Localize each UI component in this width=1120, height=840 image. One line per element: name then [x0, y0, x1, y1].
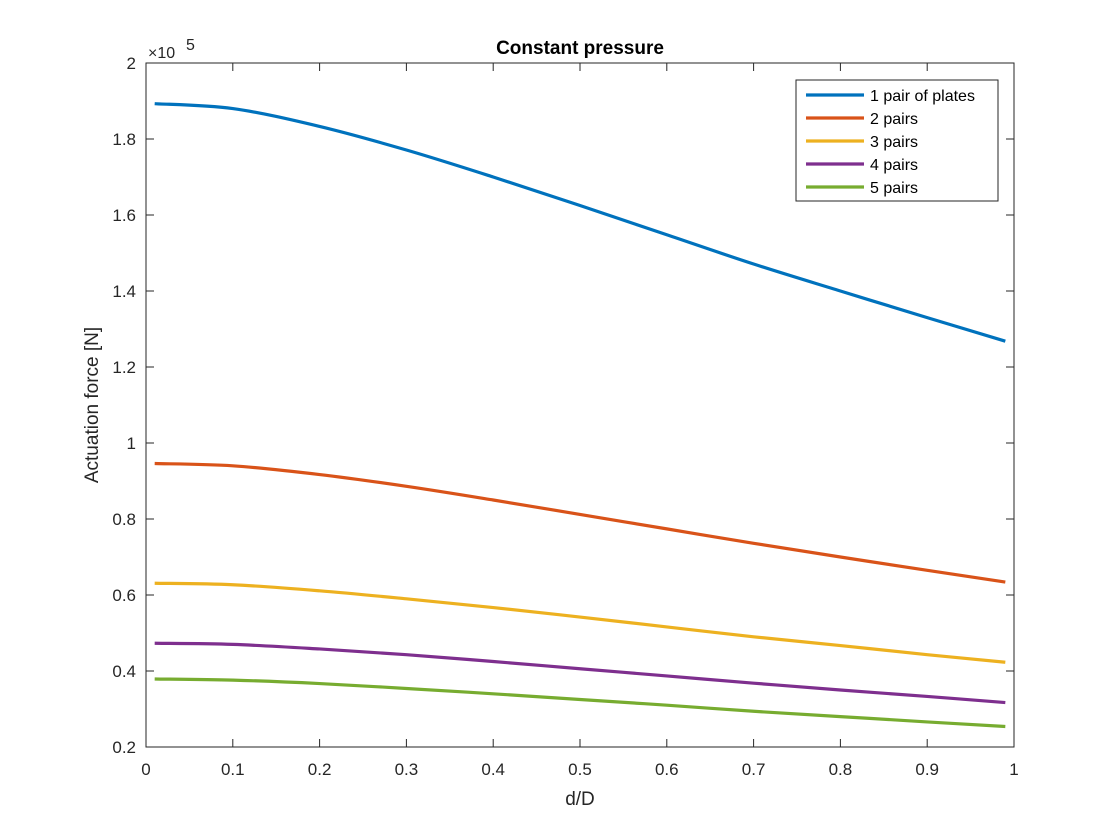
series-line-5	[154, 677, 1006, 729]
y-axis-exponent: ×10 5	[148, 37, 195, 62]
x-tick-label: 0.7	[742, 760, 766, 779]
y-tick-label: 0.6	[112, 586, 136, 605]
y-tick-label: 1.8	[112, 130, 136, 149]
y-tick-label: 1.2	[112, 358, 136, 377]
y-exponent-power: 5	[186, 37, 195, 54]
x-tick-label: 0.6	[655, 760, 679, 779]
legend-label-5: 5 pairs	[870, 180, 918, 197]
x-tick-label: 0.8	[829, 760, 853, 779]
x-tick-label: 1	[1009, 760, 1018, 779]
y-tick-label: 1	[127, 434, 136, 453]
y-tick-label: 0.4	[112, 662, 136, 681]
x-tick-label: 0.1	[221, 760, 245, 779]
legend: 1 pair of plates 2 pairs 3 pairs 4 pairs 5 p…	[795, 79, 999, 202]
legend-label-1: 1 pair of plates	[870, 88, 975, 105]
series-line-3	[154, 581, 1006, 664]
series-line-2	[154, 461, 1006, 584]
x-tick-label: 0.3	[395, 760, 419, 779]
series-lines	[154, 102, 1006, 729]
y-axis-ticks: 0.2 0.4 0.6 0.8 1 1.2 1.4 1.6 1.8 2	[112, 54, 1014, 757]
x-axis-ticks: 0 0.1 0.2 0.3 0.4 0.5 0.6 0.7 0.8 0.9 1	[141, 63, 1019, 779]
plot-frame	[145, 62, 1015, 748]
x-tick-label: 0	[141, 760, 150, 779]
y-exponent-base: ×10	[148, 45, 175, 62]
x-tick-label: 0.4	[481, 760, 505, 779]
y-tick-label: 0.8	[112, 510, 136, 529]
series-line-1	[154, 102, 1006, 343]
y-axis-label: Actuation force [N]	[82, 327, 103, 483]
legend-label-4: 4 pairs	[870, 157, 918, 174]
y-tick-label: 2	[127, 54, 136, 73]
x-tick-label: 0.5	[568, 760, 592, 779]
x-tick-label: 0.2	[308, 760, 332, 779]
series-line-4	[154, 641, 1006, 705]
chart-title: Constant pressure	[496, 38, 664, 59]
legend-label-3: 3 pairs	[870, 134, 918, 151]
x-tick-label: 0.9	[915, 760, 939, 779]
y-tick-label: 0.2	[112, 738, 136, 757]
y-tick-label: 1.6	[112, 206, 136, 225]
legend-label-2: 2 pairs	[870, 111, 918, 128]
x-axis-label: d/D	[565, 789, 595, 810]
y-tick-label: 1.4	[112, 282, 136, 301]
